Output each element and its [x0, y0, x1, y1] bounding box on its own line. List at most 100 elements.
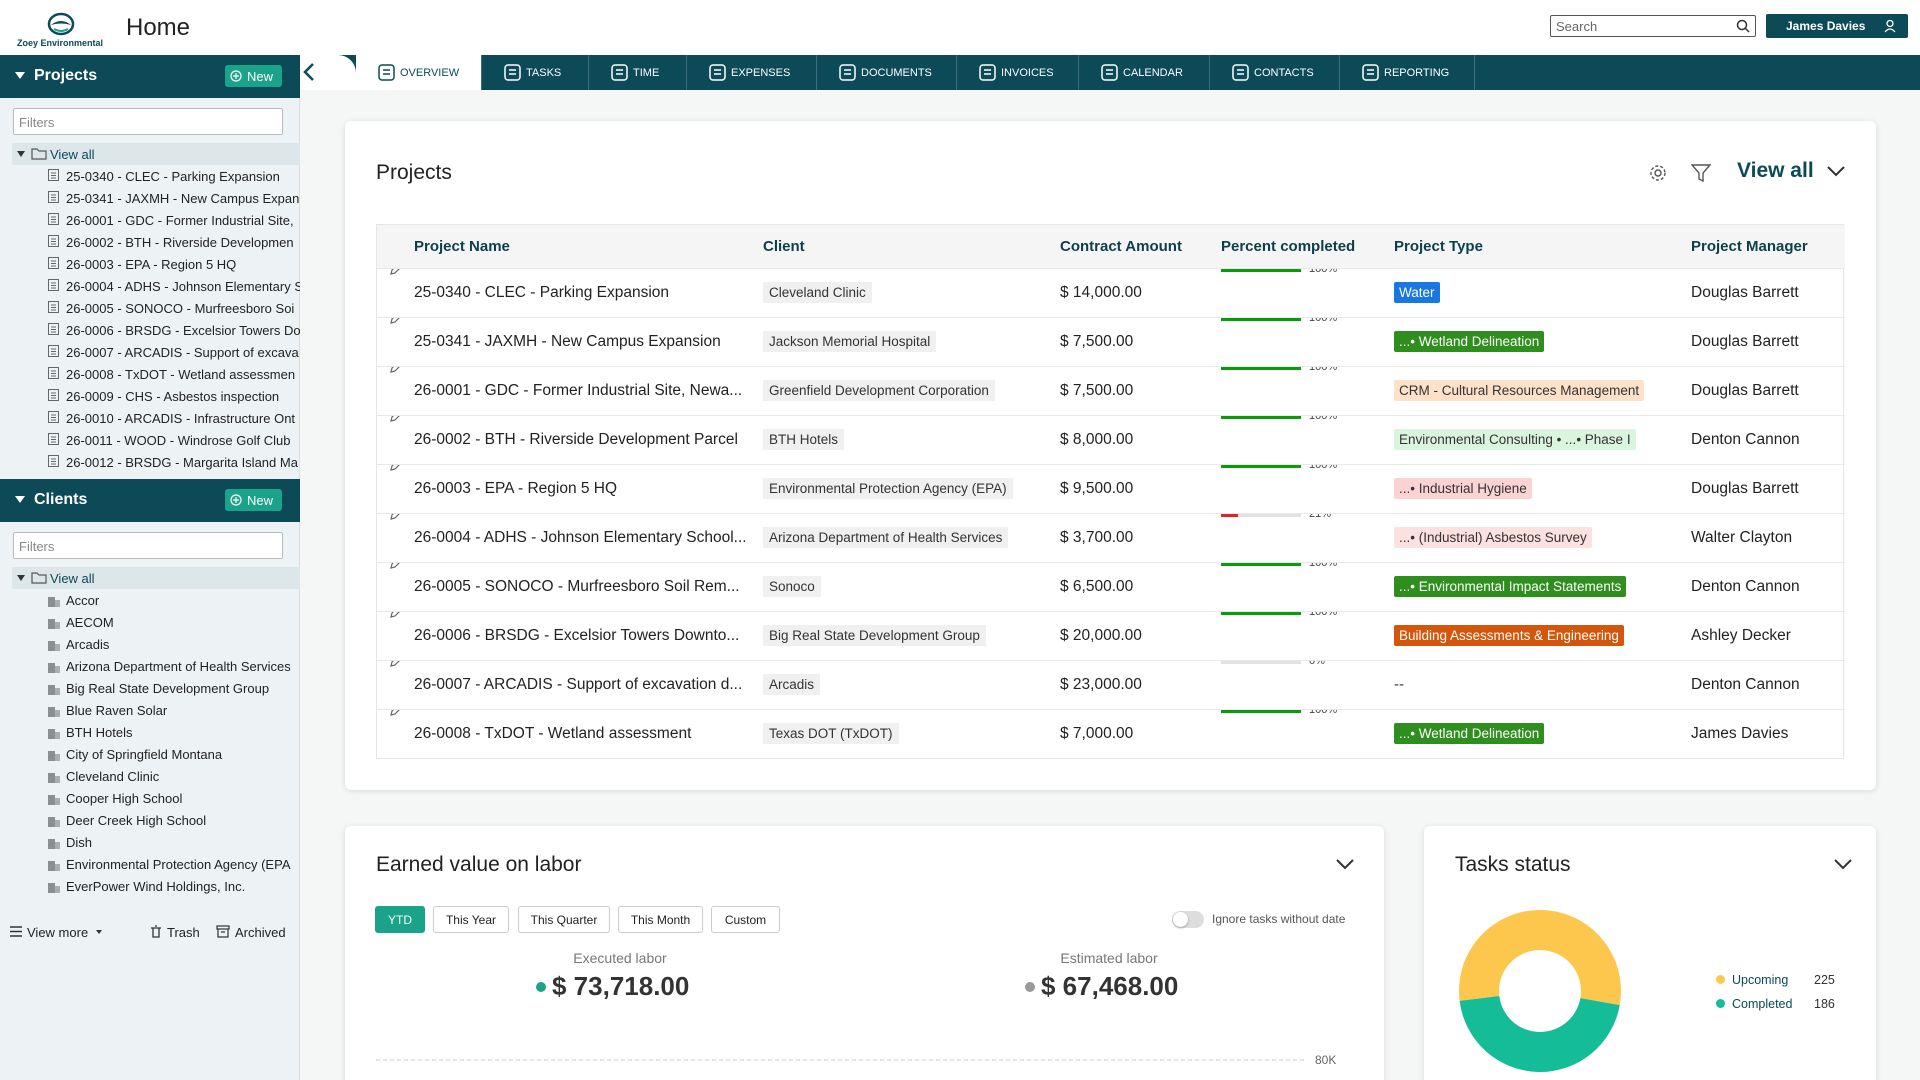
period-filter[interactable]: This Quarter	[518, 906, 610, 933]
view-all-dropdown[interactable]: View all	[1737, 159, 1814, 182]
tree-item[interactable]: Environmental Protection Agency (EPA	[48, 853, 300, 875]
project-name[interactable]: 25-0341 - JAXMH - New Campus Expansion	[414, 332, 721, 350]
project-name[interactable]: 26-0005 - SONOCO - Murfreesboro Soil Rem…	[414, 577, 740, 595]
nav-tab[interactable]: TIME	[589, 55, 687, 90]
project-row[interactable]: 26-0003 - EPA - Region 5 HQ Environmental…	[377, 464, 1845, 513]
nav-tab[interactable]: DOCUMENTS	[817, 55, 957, 90]
project-row[interactable]: 26-0005 - SONOCO - Murfreesboro Soil Rem…	[377, 562, 1845, 611]
nav-tab[interactable]: CONTACTS	[1210, 55, 1340, 90]
project-name[interactable]: 26-0007 - ARCADIS - Support of excavatio…	[414, 675, 743, 693]
tree-item[interactable]: 26-0009 - CHS - Asbestos inspection	[48, 385, 300, 407]
view-all-row[interactable]: View all	[12, 143, 300, 165]
user-button[interactable]: James Davies	[1766, 14, 1908, 38]
collapse-sidebar[interactable]	[300, 55, 356, 90]
tree-item[interactable]: 26-0008 - TxDOT - Wetland assessmen	[48, 363, 300, 385]
project-row[interactable]: 26-0006 - BRSDG - Excelsior Towers Downt…	[377, 611, 1845, 660]
nav-tab[interactable]: OVERVIEW	[356, 55, 482, 90]
tree-item[interactable]: AECOM	[48, 611, 300, 633]
column-header[interactable]: Project Manager	[1691, 237, 1808, 255]
project-row[interactable]: 25-0340 - CLEC - Parking Expansion Clevel…	[377, 268, 1845, 317]
period-filter[interactable]: Custom	[711, 906, 780, 933]
filter-input[interactable]: Filters	[13, 532, 283, 559]
client-cell: BTH Hotels	[763, 415, 1060, 464]
progress-bar	[1221, 709, 1301, 713]
archived-link[interactable]: Archived	[235, 925, 286, 940]
nav-tab[interactable]: CALENDAR	[1079, 55, 1210, 90]
project-row[interactable]: 26-0002 - BTH - Riverside Development Pa…	[377, 415, 1845, 464]
tree-item[interactable]: Big Real State Development Group	[48, 677, 300, 699]
tree-item[interactable]: Arizona Department of Health Services	[48, 655, 300, 677]
tree-item[interactable]: Deer Creek High School	[48, 809, 300, 831]
column-header[interactable]: Percent completed	[1221, 237, 1356, 255]
project-row[interactable]: 26-0007 - ARCADIS - Support of excavatio…	[377, 660, 1845, 709]
project-row[interactable]: 26-0004 - ADHS - Johnson Elementary Scho…	[377, 513, 1845, 562]
tree-item[interactable]: 26-0006 - BRSDG - Excelsior Towers Do	[48, 319, 300, 341]
project-row[interactable]: 26-0001 - GDC - Former Industrial Site, …	[377, 366, 1845, 415]
tree-item[interactable]: Blue Raven Solar	[48, 699, 300, 721]
project-name[interactable]: 26-0003 - EPA - Region 5 HQ	[414, 479, 618, 497]
tree-item[interactable]: 26-0004 - ADHS - Johnson Elementary S	[48, 275, 300, 297]
project-name[interactable]: 26-0001 - GDC - Former Industrial Site, …	[414, 381, 743, 399]
tab-label: CALENDAR	[1123, 67, 1183, 79]
tree-item[interactable]: EverPower Wind Holdings, Inc.	[48, 875, 300, 897]
percent-label: 100%	[1309, 562, 1338, 569]
tree-item[interactable]: 26-0005 - SONOCO - Murfreesboro Soi	[48, 297, 300, 319]
tree-item[interactable]: 25-0340 - CLEC - Parking Expansion	[48, 165, 300, 187]
column-header[interactable]: Client	[763, 237, 805, 255]
toggle-switch[interactable]	[1172, 911, 1204, 928]
project-name[interactable]: 25-0340 - CLEC - Parking Expansion	[414, 283, 670, 301]
tree-item[interactable]: Dish	[48, 831, 300, 853]
tree-item[interactable]: 26-0011 - WOOD - Windrose Golf Club	[48, 429, 300, 451]
tree-item-label: Big Real State Development Group	[66, 681, 270, 696]
nav-tab[interactable]: INVOICES	[957, 55, 1079, 90]
tree-item[interactable]: City of Springfield Montana	[48, 743, 300, 765]
project-manager: Ashley Decker	[1691, 626, 1791, 644]
tree-item-label: 26-0008 - TxDOT - Wetland assessmen	[66, 367, 296, 382]
tree-item[interactable]: 25-0341 - JAXMH - New Campus Expan	[48, 187, 300, 209]
project-name[interactable]: 26-0002 - BTH - Riverside Development Pa…	[414, 430, 738, 448]
search-box[interactable]: Search	[1550, 15, 1756, 37]
project-row[interactable]: 25-0341 - JAXMH - New Campus Expansion Ja…	[377, 317, 1845, 366]
column-header[interactable]: Project Name	[414, 237, 510, 255]
tree-item-label: 25-0341 - JAXMH - New Campus Expan	[66, 191, 300, 206]
project-name[interactable]: 26-0004 - ADHS - Johnson Elementary Scho…	[414, 528, 747, 546]
tree-item[interactable]: 26-0012 - BRSDG - Margarita Island Ma	[48, 451, 300, 473]
project-name[interactable]: 26-0006 - BRSDG - Excelsior Towers Downt…	[414, 626, 740, 644]
column-header[interactable]: Project Type	[1394, 237, 1483, 255]
new-button[interactable]: New	[225, 489, 282, 511]
percent-cell: 100%	[1221, 709, 1394, 758]
progress-track	[1221, 415, 1301, 419]
tree-item[interactable]: 26-0002 - BTH - Riverside Developmen	[48, 231, 300, 253]
tree-item[interactable]: 26-0003 - EPA - Region 5 HQ	[48, 253, 300, 275]
client-chip: Big Real State Development Group	[763, 625, 986, 646]
new-button[interactable]: New	[225, 65, 282, 87]
edit-icon	[390, 366, 401, 373]
tree-item[interactable]: 26-0001 - GDC - Former Industrial Site,	[48, 209, 300, 231]
legend-item[interactable]: Upcoming 225	[1716, 971, 1856, 989]
tree-item[interactable]: 26-0010 - ARCADIS - Infrastructure Ont	[48, 407, 300, 429]
trash-link[interactable]: Trash	[167, 925, 200, 940]
tab-label: CONTACTS	[1254, 67, 1314, 79]
tree-item[interactable]: 26-0007 - ARCADIS - Support of excava	[48, 341, 300, 363]
type-badge: Environmental Consulting • ...• Phase I	[1394, 429, 1636, 450]
nav-tab[interactable]: REPORTING	[1340, 55, 1475, 90]
tab-label: EXPENSES	[731, 67, 791, 79]
tree-item[interactable]: Cleveland Clinic	[48, 765, 300, 787]
view-all-row[interactable]: View all	[12, 567, 300, 589]
legend-item[interactable]: Completed 186	[1716, 995, 1856, 1013]
tree-item[interactable]: Cooper High School	[48, 787, 300, 809]
period-filter[interactable]: YTD	[375, 906, 425, 933]
nav-tab[interactable]: TASKS	[482, 55, 589, 90]
period-filter[interactable]: This Year	[433, 906, 509, 933]
contract-amount: $ 14,000.00	[1060, 283, 1142, 301]
project-row[interactable]: 26-0008 - TxDOT - Wetland assessment Texa…	[377, 709, 1845, 758]
period-filter[interactable]: This Month	[618, 906, 703, 933]
tree-item[interactable]: Accor	[48, 589, 300, 611]
view-more[interactable]: View more	[27, 925, 89, 940]
nav-tab[interactable]: EXPENSES	[687, 55, 817, 90]
tree-item[interactable]: Arcadis	[48, 633, 300, 655]
tree-item[interactable]: BTH Hotels	[48, 721, 300, 743]
filter-input[interactable]: Filters	[13, 108, 283, 135]
project-name[interactable]: 26-0008 - TxDOT - Wetland assessment	[414, 724, 692, 742]
column-header[interactable]: Contract Amount	[1060, 237, 1182, 255]
